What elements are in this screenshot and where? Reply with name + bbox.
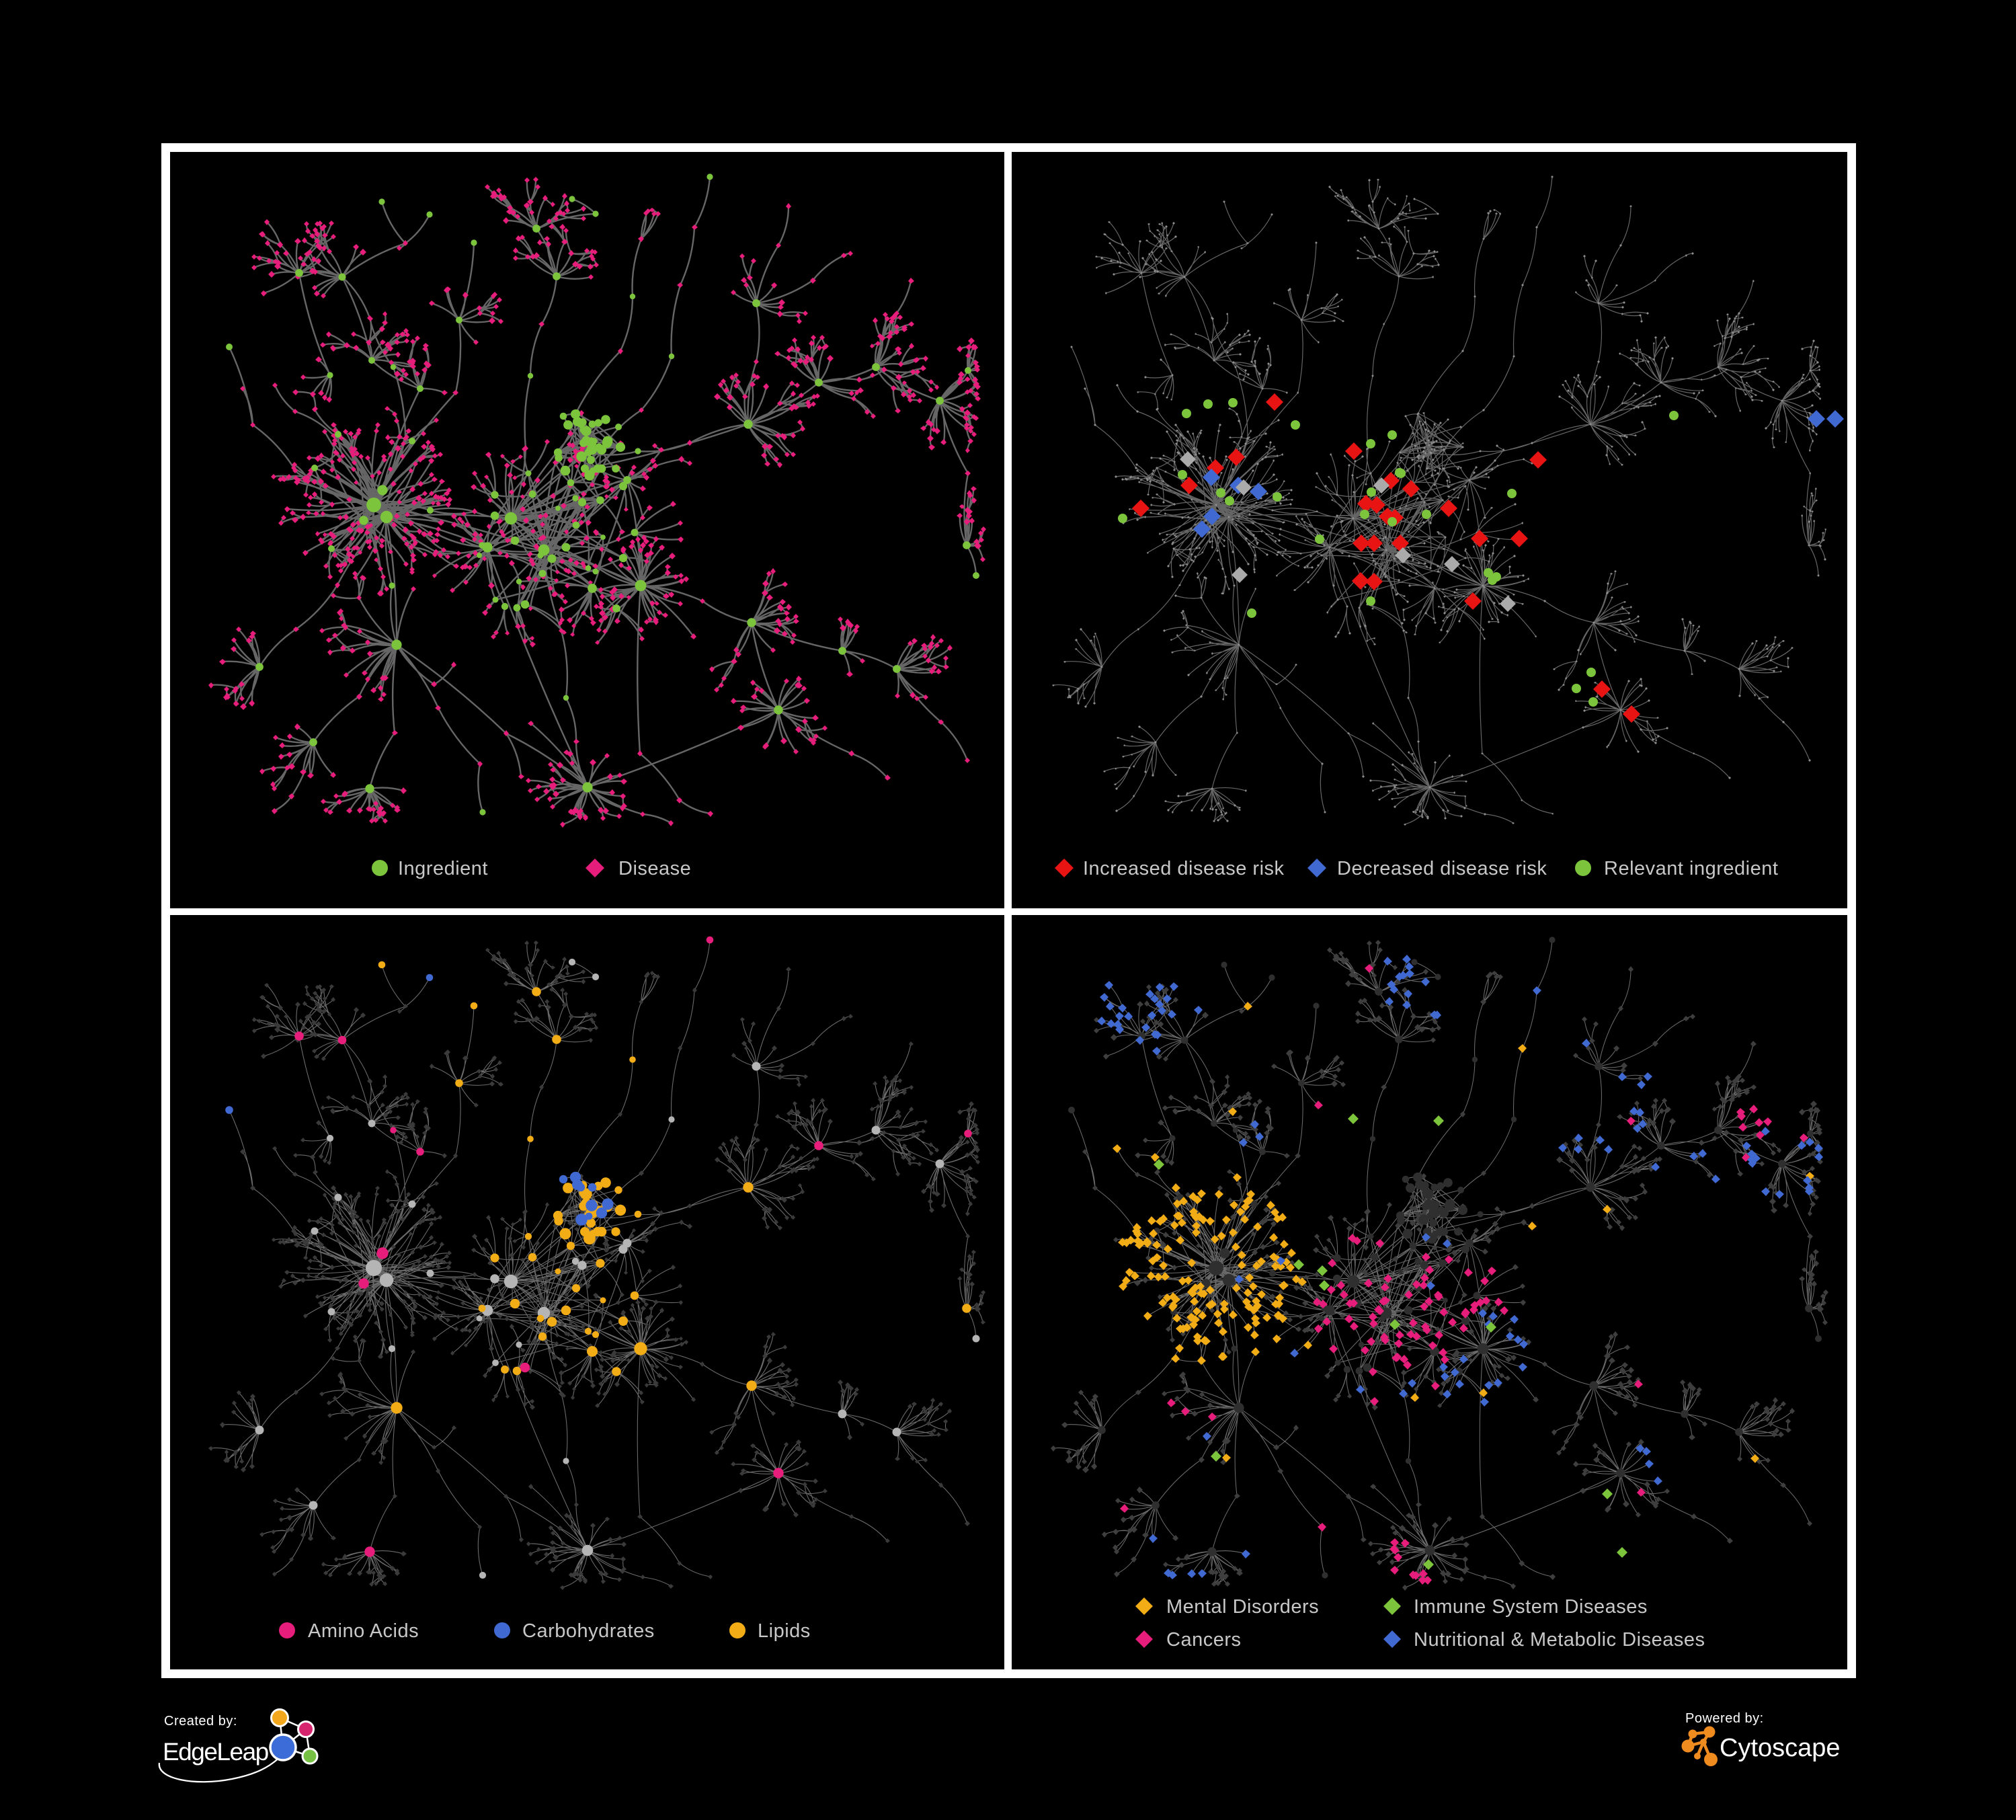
svg-text:Lipids: Lipids [758, 1620, 811, 1642]
svg-text:Immune System Diseases: Immune System Diseases [1414, 1596, 1648, 1618]
svg-text:Amino Acids: Amino Acids [308, 1620, 419, 1642]
svg-text:Mental Disorders: Mental Disorders [1166, 1596, 1319, 1618]
svg-text:Cancers: Cancers [1166, 1629, 1242, 1651]
svg-text:Increased disease risk: Increased disease risk [1083, 858, 1285, 879]
svg-text:EdgeLeap: EdgeLeap [163, 1738, 269, 1766]
svg-text:Relevant ingredient: Relevant ingredient [1604, 858, 1778, 879]
svg-text:Ingredient: Ingredient [398, 858, 488, 879]
svg-text:Decreased disease risk: Decreased disease risk [1337, 858, 1547, 879]
svg-text:Carbohydrates: Carbohydrates [522, 1620, 655, 1642]
svg-text:Disease: Disease [618, 858, 691, 879]
svg-text:Created by:: Created by: [164, 1714, 237, 1729]
svg-text:Cytoscape: Cytoscape [1720, 1734, 1841, 1762]
svg-text:Nutritional & Metabolic Diseas: Nutritional & Metabolic Diseases [1414, 1629, 1705, 1651]
svg-text:Powered by:: Powered by: [1685, 1711, 1764, 1726]
